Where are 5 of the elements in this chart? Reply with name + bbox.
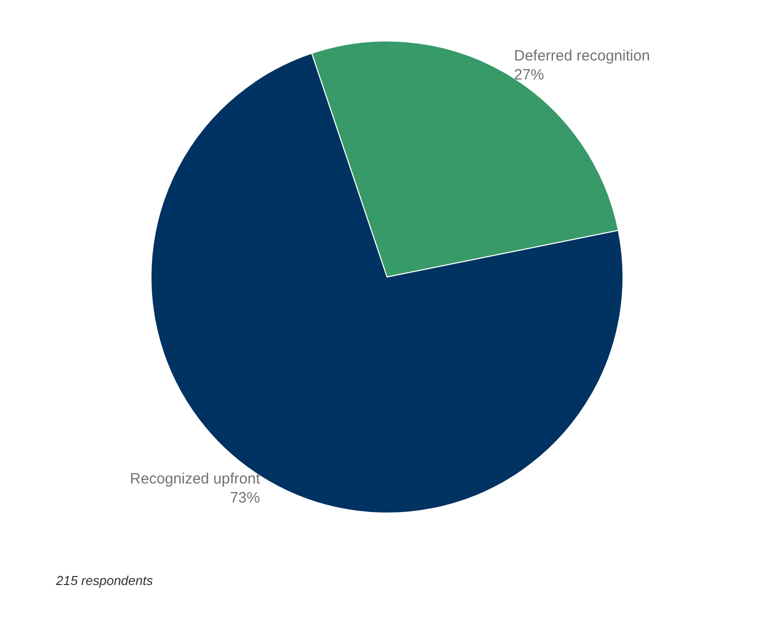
data-label: 73% xyxy=(230,489,260,506)
slice-label: Deferred recognition xyxy=(514,48,650,65)
slice-label: Recognized upfront xyxy=(130,470,261,488)
data-label: 27% xyxy=(514,66,544,84)
text: 215 respondents xyxy=(55,573,154,588)
